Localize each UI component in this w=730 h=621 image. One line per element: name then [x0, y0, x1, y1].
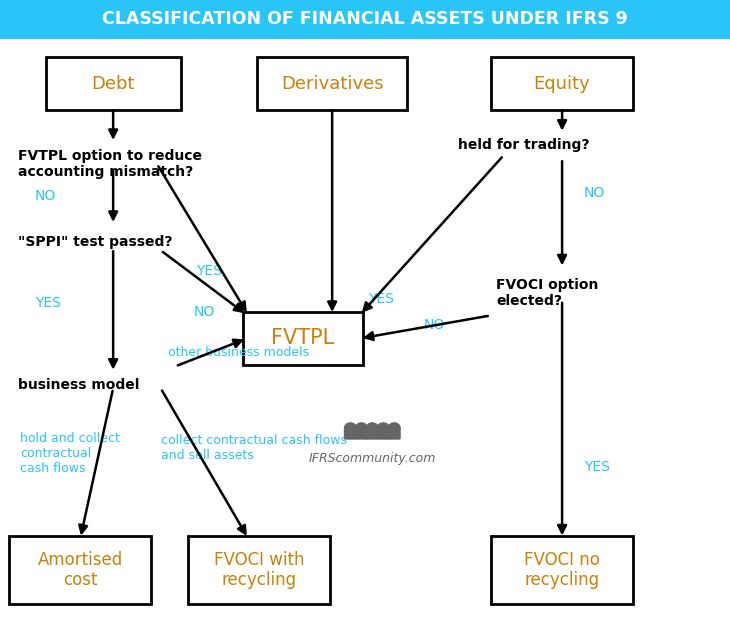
Text: FVOCI option
elected?: FVOCI option elected? [496, 278, 599, 309]
Circle shape [356, 423, 367, 433]
Text: collect contractual cash flows
and sell assets: collect contractual cash flows and sell … [161, 434, 347, 463]
Circle shape [377, 423, 389, 433]
Text: YES: YES [35, 296, 61, 310]
Text: FVTPL option to reduce
accounting mismatch?: FVTPL option to reduce accounting mismat… [18, 149, 202, 179]
FancyBboxPatch shape [258, 58, 407, 111]
Text: Debt: Debt [91, 75, 135, 93]
Text: "SPPI" test passed?: "SPPI" test passed? [18, 235, 173, 249]
Text: NO: NO [584, 186, 605, 199]
Circle shape [366, 423, 378, 433]
Text: hold and collect
contractual
cash flows: hold and collect contractual cash flows [20, 432, 120, 475]
FancyBboxPatch shape [188, 536, 330, 604]
Text: Derivatives: Derivatives [281, 75, 383, 93]
Text: NO: NO [193, 306, 215, 319]
Text: business model: business model [18, 378, 139, 392]
FancyBboxPatch shape [491, 536, 633, 604]
Text: Amortised
cost: Amortised cost [38, 551, 123, 589]
FancyBboxPatch shape [366, 428, 379, 440]
Text: Equity: Equity [534, 75, 591, 93]
FancyBboxPatch shape [344, 428, 357, 440]
Text: ⬛⬛⬛⬛⬛: ⬛⬛⬛⬛⬛ [370, 435, 374, 437]
FancyBboxPatch shape [9, 536, 152, 604]
Text: YES: YES [584, 460, 610, 474]
FancyBboxPatch shape [491, 58, 633, 111]
FancyBboxPatch shape [45, 58, 181, 111]
Text: FVOCI no
recycling: FVOCI no recycling [524, 551, 600, 589]
Circle shape [388, 423, 400, 433]
Text: held for trading?: held for trading? [458, 138, 589, 152]
FancyBboxPatch shape [242, 312, 363, 365]
Text: YES: YES [196, 264, 221, 278]
Text: FVTPL: FVTPL [272, 329, 334, 348]
Text: CLASSIFICATION OF FINANCIAL ASSETS UNDER IFRS 9: CLASSIFICATION OF FINANCIAL ASSETS UNDER… [102, 11, 628, 28]
Text: IFRScommunity.com: IFRScommunity.com [309, 452, 436, 465]
FancyBboxPatch shape [388, 428, 401, 440]
FancyBboxPatch shape [355, 428, 368, 440]
FancyBboxPatch shape [377, 428, 390, 440]
Text: YES: YES [368, 292, 393, 306]
Text: NO: NO [423, 318, 445, 332]
Circle shape [345, 423, 356, 433]
Text: other business models: other business models [168, 347, 309, 359]
FancyBboxPatch shape [0, 0, 730, 39]
Text: FVOCI with
recycling: FVOCI with recycling [214, 551, 304, 589]
Text: NO: NO [35, 189, 56, 202]
